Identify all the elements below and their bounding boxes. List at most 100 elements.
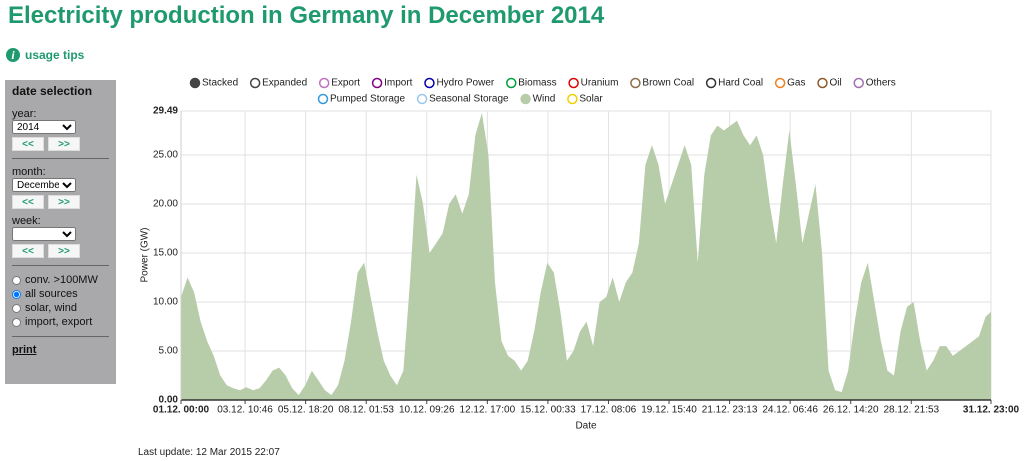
x-axis-label: Date	[575, 421, 597, 432]
filter-option[interactable]: import, export	[12, 315, 109, 329]
print-link[interactable]: print	[12, 344, 37, 356]
area	[181, 112, 991, 400]
legend-label: Hard Coal	[718, 78, 763, 89]
legend-item[interactable]: Others	[853, 77, 896, 89]
filter-group: conv. >100MW all sources solar, wind import…	[12, 273, 109, 329]
x-tick-label: 17.12. 08:06	[581, 405, 637, 416]
legend-label: Import	[384, 78, 413, 89]
legend-label: Brown Coal	[642, 78, 694, 89]
x-tick-label: 24.12. 06:46	[762, 405, 818, 416]
week-select[interactable]	[12, 227, 76, 241]
legend-item[interactable]: Gas	[774, 77, 806, 89]
legend-label: Biomass	[518, 78, 556, 89]
legend-item[interactable]: Hydro Power	[424, 77, 495, 89]
x-tick-label: 12.12. 17:00	[460, 405, 516, 416]
x-tick-label: 26.12. 14:20	[823, 405, 879, 416]
filter-label: all sources	[25, 288, 78, 300]
filter-option[interactable]: conv. >100MW	[12, 273, 109, 287]
filter-option[interactable]: all sources	[12, 287, 109, 301]
prev-button[interactable]: <<	[12, 137, 44, 151]
next-button[interactable]: >>	[48, 195, 80, 209]
divider	[12, 158, 109, 159]
legend-item[interactable]: Stacked	[189, 77, 239, 89]
legend-item[interactable]: Uranium	[568, 77, 619, 89]
y-tick-label: 29.49	[153, 106, 178, 117]
year-label: year:	[12, 108, 37, 120]
legend-label: Hydro Power	[436, 78, 494, 89]
usage-tips[interactable]: i usage tips	[6, 48, 84, 62]
week-label: week:	[12, 215, 41, 227]
legend-marker	[630, 77, 641, 89]
legend-marker	[416, 93, 428, 105]
x-tick-label: 03.12. 10:46	[217, 405, 273, 416]
legend-item[interactable]: Biomass	[506, 77, 557, 89]
legend-item[interactable]: Brown Coal	[630, 77, 694, 89]
y-tick-label: 20.00	[153, 199, 178, 210]
legend-label: Expanded	[262, 78, 307, 89]
legend-label: Export	[331, 78, 360, 89]
filter-radio[interactable]	[12, 317, 21, 327]
legend-item[interactable]: Pumped Storage	[317, 94, 406, 105]
divider	[12, 265, 109, 266]
year-select[interactable]: 2014	[12, 120, 76, 134]
prev-button[interactable]: <<	[12, 244, 44, 258]
y-axis-label: Power (GW)	[140, 228, 151, 283]
filter-radio[interactable]	[12, 303, 21, 313]
legend-marker	[705, 77, 717, 89]
legend-marker	[567, 93, 578, 105]
last-update: Last update: 12 Mar 2015 22:07	[138, 447, 280, 458]
sidebar: date selection year: 2014 << >> month: De…	[5, 80, 116, 384]
legend-item[interactable]: Oil	[817, 78, 842, 89]
y-tick-label: 10.00	[153, 297, 178, 308]
legend-label: Uranium	[581, 78, 619, 89]
legend-marker	[189, 77, 201, 89]
legend-marker	[249, 77, 261, 89]
legend-item[interactable]: Hard Coal	[705, 77, 764, 89]
filter-label: solar, wind	[25, 302, 77, 314]
legend-marker	[318, 77, 330, 89]
legend-item[interactable]: Seasonal Storage	[416, 93, 509, 105]
next-button[interactable]: >>	[48, 137, 80, 151]
legend-label: Stacked	[202, 78, 238, 89]
legend-label: Others	[866, 78, 896, 89]
divider	[12, 336, 109, 337]
legend-label: Wind	[533, 94, 556, 105]
sidebar-title: date selection	[12, 84, 93, 98]
y-tick-label: 0.00	[159, 395, 179, 406]
legend-item[interactable]: Export	[318, 77, 361, 89]
filter-label: import, export	[25, 316, 93, 328]
info-icon: i	[6, 48, 20, 62]
filter-radio[interactable]	[12, 289, 21, 299]
legend-marker	[520, 93, 531, 105]
next-button[interactable]: >>	[48, 244, 80, 258]
legend-item[interactable]: Import	[371, 78, 413, 89]
x-tick-label: 10.12. 09:26	[399, 405, 455, 416]
filter-option[interactable]: solar, wind	[12, 301, 109, 315]
y-tick-label: 25.00	[153, 150, 178, 161]
legend-label: Gas	[787, 78, 805, 89]
legend-label: Solar	[579, 94, 603, 105]
y-tick-label: 5.00	[159, 346, 179, 357]
legend-marker	[506, 77, 517, 89]
legend-marker	[853, 77, 864, 89]
filter-radio[interactable]	[12, 275, 21, 285]
legend-label: Oil	[829, 78, 841, 89]
x-tick-label: 19.12. 15:40	[641, 405, 697, 416]
legend-marker	[424, 77, 435, 89]
legend-item[interactable]: Solar	[567, 93, 604, 105]
prev-button[interactable]: <<	[12, 195, 44, 209]
legend-label: Seasonal Storage	[429, 94, 509, 105]
x-tick-label: 05.12. 18:20	[278, 405, 334, 416]
legend-item[interactable]: Expanded	[249, 77, 308, 89]
x-tick-label: 31.12. 23:00	[963, 405, 1020, 416]
legend-marker	[774, 77, 786, 89]
legend-item[interactable]: Wind	[520, 93, 556, 105]
legend-marker	[568, 77, 579, 89]
month-select[interactable]: December	[12, 178, 76, 192]
x-tick-label: 15.12. 00:33	[520, 405, 576, 416]
month-label: month:	[12, 166, 46, 178]
x-tick-label: 28.12. 21:53	[883, 405, 939, 416]
usage-tips-text[interactable]: usage tips	[25, 48, 85, 62]
x-tick-label: 21.12. 23:13	[702, 405, 758, 416]
